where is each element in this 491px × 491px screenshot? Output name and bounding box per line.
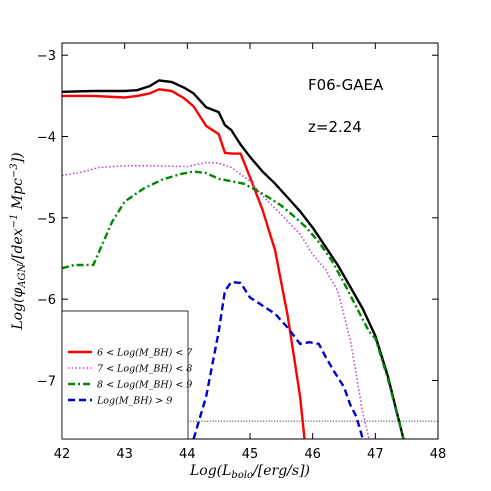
- legend-label-3: Log(M_BH) > 9: [96, 396, 172, 407]
- x-tick-label: 47: [367, 447, 384, 462]
- x-tick-label: 42: [54, 447, 71, 462]
- annotation-model: F06-GAEA: [308, 76, 384, 94]
- annotation-redshift: z=2.24: [308, 118, 362, 136]
- legend-label-0: 6 < Log(M_BH) < 7: [97, 348, 193, 359]
- series-line-1: [62, 88, 306, 439]
- y-tick-label: −7: [37, 374, 56, 389]
- ticks-layer: 42 43 44 45 46 47 48 −3 −4 −5 −6 −7: [37, 43, 446, 462]
- y-tick-label: −6: [37, 293, 56, 308]
- series-layer: [62, 79, 405, 439]
- series-line-0: [62, 79, 405, 439]
- y-axis-label: Log(φAGN/[dex−1 Mpc−3]): [9, 152, 28, 330]
- legend-label-1: 7 < Log(M_BH) < 8: [97, 364, 192, 375]
- legend: 6 < Log(M_BH) < 7 7 < Log(M_BH) < 8 8 < Lo…: [61, 310, 193, 440]
- y-tick-label: −3: [37, 49, 56, 64]
- legend-label-2: 8 < Log(M_BH) < 9: [97, 380, 192, 391]
- legend-items: 6 < Log(M_BH) < 7 7 < Log(M_BH) < 8 8 < Lo…: [68, 348, 193, 407]
- x-tick-label: 46: [304, 447, 321, 462]
- series-line-3: [62, 170, 405, 439]
- legend-box: [61, 310, 189, 440]
- x-tick-label: 45: [242, 447, 259, 462]
- x-tick-label: 48: [430, 447, 447, 462]
- series-line-2: [62, 161, 370, 439]
- y-tick-label: −5: [37, 212, 56, 227]
- x-axis-label: Log(Lbolo/[erg/s]): [189, 463, 310, 481]
- x-tick-label: 43: [116, 447, 133, 462]
- series-line-4: [192, 280, 364, 439]
- y-tick-label: −4: [37, 131, 56, 146]
- x-tick-label: 44: [179, 447, 196, 462]
